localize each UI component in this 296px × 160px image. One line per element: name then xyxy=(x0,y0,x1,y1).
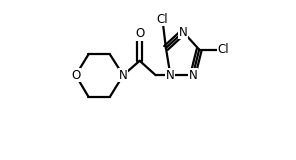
Text: N: N xyxy=(179,25,188,39)
Text: Cl: Cl xyxy=(157,13,168,26)
Text: N: N xyxy=(166,69,175,82)
Text: Cl: Cl xyxy=(218,43,229,56)
Text: N: N xyxy=(189,69,197,82)
Text: O: O xyxy=(71,69,80,82)
Text: N: N xyxy=(119,69,128,82)
Text: O: O xyxy=(135,27,144,40)
